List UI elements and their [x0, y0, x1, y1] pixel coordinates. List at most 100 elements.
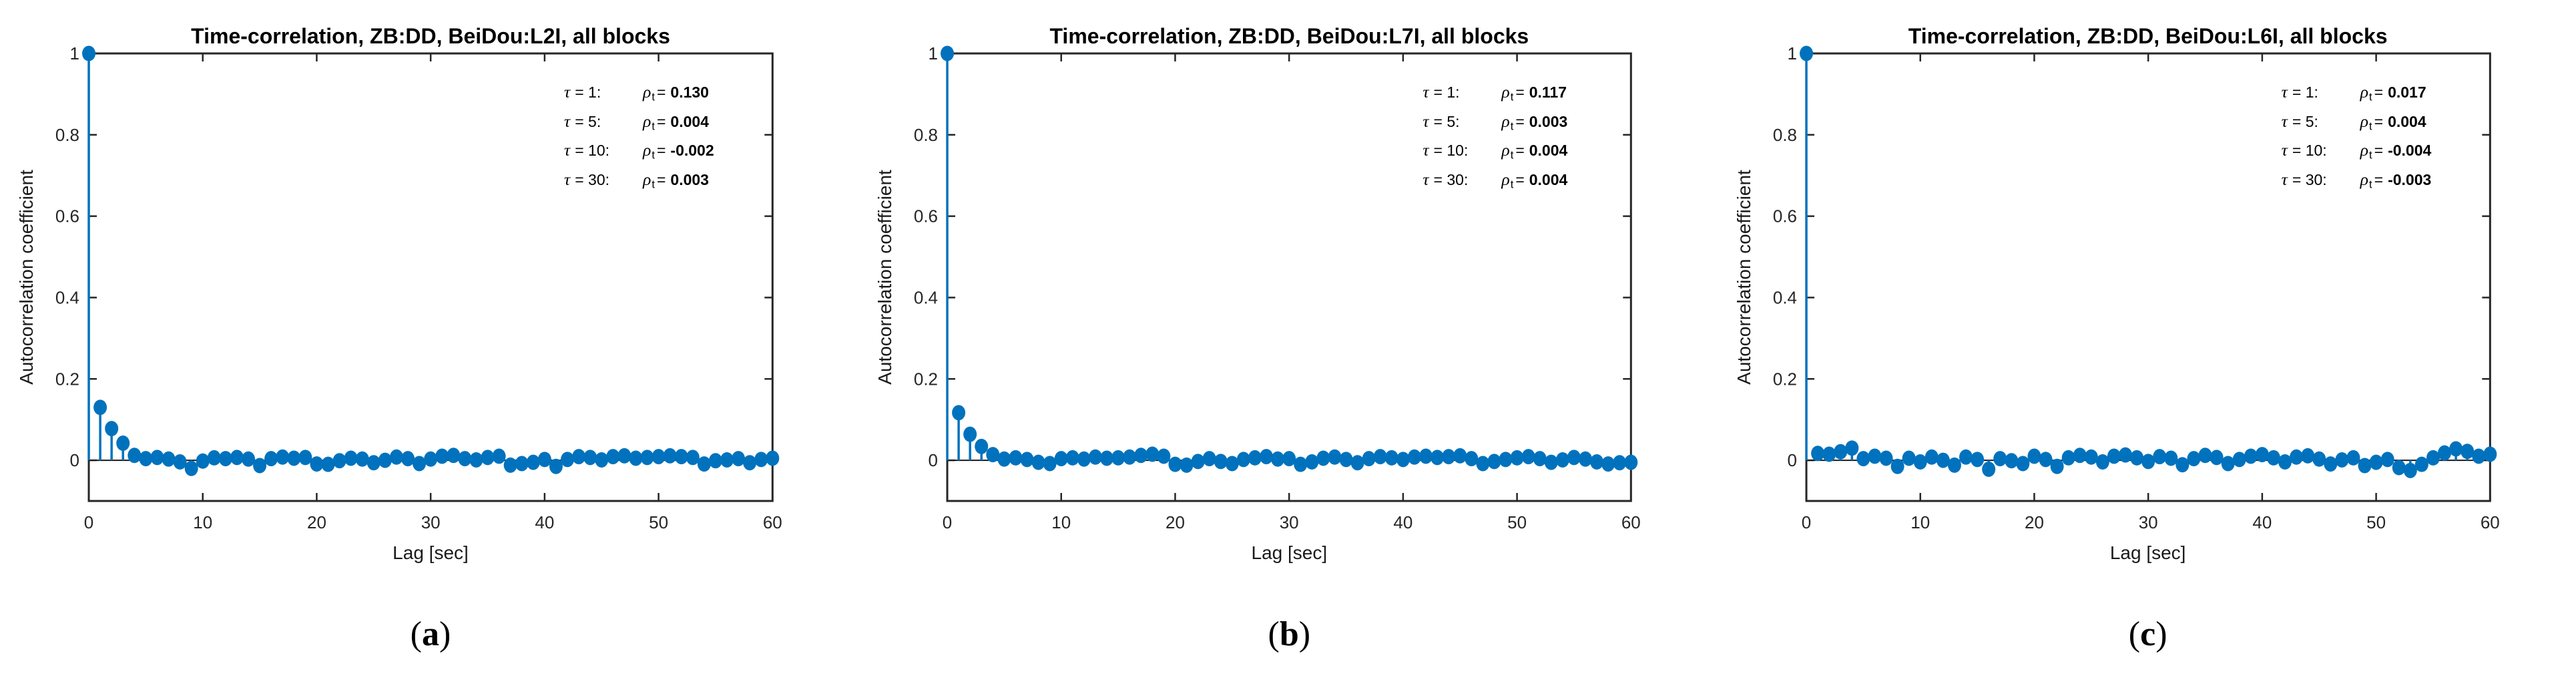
stem-marker [310, 456, 324, 472]
x-tick-label: 10 [1052, 512, 1071, 532]
stem-marker [1465, 451, 1479, 467]
x-tick-label: 40 [1394, 512, 1413, 532]
stem-marker [708, 453, 722, 469]
stem-marker [1947, 457, 1961, 473]
stem-marker [2004, 453, 2018, 469]
stem-marker [595, 452, 609, 468]
stem-marker [2369, 454, 2383, 470]
stem-marker [2141, 454, 2155, 470]
stem-marker [1123, 449, 1137, 465]
y-tick-label: 0.8 [914, 125, 938, 145]
tau-label: τ = 30: [2281, 169, 2327, 189]
stem-marker [2175, 457, 2189, 473]
stem-marker [481, 450, 495, 466]
stem-marker [1487, 454, 1501, 470]
stem-marker [1350, 455, 1364, 471]
stem-marker [674, 449, 688, 465]
tau-label: τ = 1: [1423, 82, 1460, 102]
stem-marker [1913, 454, 1927, 470]
stem-marker [1362, 451, 1376, 467]
x-tick-label: 60 [1621, 512, 1641, 532]
stem-marker [2323, 456, 2337, 472]
stem-marker [1822, 446, 1836, 462]
stem-marker [617, 448, 631, 464]
stem-marker [526, 454, 540, 470]
stem-marker [458, 451, 472, 467]
stem-marker [2084, 449, 2098, 465]
stem-marker [2483, 446, 2497, 462]
stem-markers [941, 45, 1638, 473]
stem-marker [572, 449, 586, 465]
rho-value: ρt = -0.004 [2360, 140, 2432, 162]
tau-annotation: τ = 1: ρt = 0.017 τ = 5: ρt = 0.004 τ = 10: ρt =… [2282, 80, 2432, 197]
stem-marker [2073, 448, 2087, 464]
stem-marker [2118, 447, 2132, 463]
stem-marker [2163, 450, 2177, 466]
stem-marker [1100, 450, 1114, 466]
stem-marker [321, 456, 335, 472]
tau-annotation: τ = 1: ρt = 0.130 τ = 5: ρt = 0.004 τ = 10: ρt =… [564, 80, 714, 197]
stem-marker [1453, 448, 1467, 464]
stem-marker [1993, 451, 2007, 467]
stem-marker [686, 450, 700, 466]
stem-marker [2335, 452, 2349, 468]
stem-marker [344, 450, 358, 466]
y-axis-label: Autocorrelation coefficient [1733, 170, 1754, 385]
stem-marker [366, 455, 380, 471]
rho-value: ρt = 0.003 [1501, 111, 1568, 133]
stem-marker [1385, 450, 1399, 466]
stem-marker [1476, 456, 1490, 472]
stem-marker [561, 452, 575, 468]
stem-marker [2300, 448, 2314, 464]
y-tick-label: 0 [929, 450, 938, 470]
y-axis-label: Autocorrelation coefficient [874, 170, 896, 385]
x-axis-ticks [947, 53, 1632, 501]
stem-marker [1833, 444, 1847, 460]
stem-marker [2460, 444, 2474, 460]
rho-value: ρt = 0.017 [2360, 82, 2426, 104]
stem-marker [1545, 454, 1559, 470]
stem-marker [1810, 446, 1824, 462]
stem-marker [162, 451, 176, 467]
stem-marker [413, 456, 427, 472]
stem-marker [150, 450, 164, 466]
x-tick-label: 0 [84, 512, 93, 532]
stem-marker [2414, 456, 2428, 472]
stem-marker [537, 452, 551, 468]
stem-marker [2198, 448, 2212, 464]
stem-marker [1043, 456, 1057, 472]
tau-label: τ = 1: [2281, 82, 2318, 102]
stem-marker [424, 451, 438, 467]
chart-title: Time-correlation, ZB:DD, BeiDou:L2I, all… [191, 24, 670, 48]
x-tick-label: 0 [943, 512, 952, 532]
stem-marker [1579, 451, 1593, 467]
y-tick-label: 1 [929, 43, 938, 63]
tau-row: τ = 5: ρt = 0.003 [1423, 110, 1567, 139]
stem-marker [663, 448, 677, 464]
stem-marker [963, 426, 977, 442]
stem-marker [1157, 448, 1171, 464]
y-tick-label: 0.4 [55, 287, 79, 307]
x-tick-label: 30 [2138, 512, 2157, 532]
stem-marker [2027, 448, 2041, 464]
stem-marker [732, 451, 746, 467]
y-tick-label: 0.2 [914, 369, 938, 389]
stem-marker [2129, 450, 2143, 466]
stem-marker [2449, 441, 2463, 457]
stem-plot-a: 0 10 20 30 40 50 60 0 0.2 0.4 0.6 0.8 1 [55, 43, 782, 532]
x-tick-label: 30 [421, 512, 441, 532]
subplot-b: 0 10 20 30 40 50 60 0 0.2 0.4 0.6 0.8 1 Time-correla… [858, 0, 1717, 690]
x-tick-label: 60 [2481, 512, 2500, 532]
y-tick-label: 0 [70, 450, 79, 470]
stem-marker [2210, 450, 2224, 466]
stem-marker [93, 399, 107, 415]
tau-label: τ = 1: [564, 82, 601, 102]
tau-label: τ = 10: [2281, 140, 2327, 160]
subplot-c: 0 10 20 30 40 50 60 0 0.2 0.4 0.6 0.8 1 Time-correla… [1718, 0, 2576, 690]
rho-value: ρt = 0.003 [643, 169, 709, 191]
stem-marker [997, 451, 1011, 467]
stem-marker [2392, 460, 2406, 476]
tau-label: τ = 10: [1423, 140, 1469, 160]
stem-markers [1799, 45, 2497, 478]
stem-marker [1567, 450, 1581, 466]
